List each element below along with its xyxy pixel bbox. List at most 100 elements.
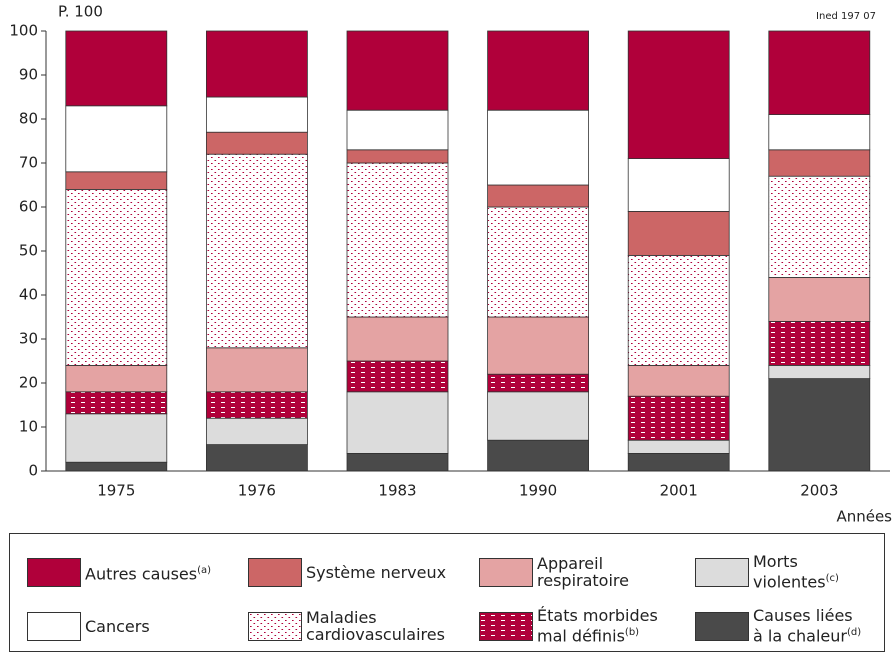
swatch [28,558,80,586]
bar-segment [627,158,730,212]
y-tick-label: 10 [19,418,38,436]
bar-segment [65,461,168,472]
bar-segment [768,378,871,472]
x-tick-label: 1975 [97,482,135,500]
bar-segment [627,364,730,397]
swatch [696,612,748,640]
bar-segment [627,452,730,472]
bar-segment [487,373,590,393]
swatch-fill [249,612,301,640]
y-tick-label: 30 [19,330,38,348]
bar-segment [205,391,308,419]
y-tick-label: 40 [19,286,38,304]
legend-swatch [479,557,533,587]
chart: P. 100 Ined 197 07 Années 0 10 20 30 40 50 60 7… [9,3,892,526]
legend-swatch [248,611,302,641]
legend-item: Cancers [27,609,150,643]
swatch-fill [249,558,301,586]
bar-segment [205,347,308,393]
bar-segment [346,316,449,362]
bar-segment [487,109,590,186]
legend-item: Maladies cardiovasculaires [248,609,445,643]
bar-segment [768,320,871,366]
swatch-fill [696,558,748,586]
bar-segment [65,364,168,393]
legend-item: Morts violentes(c) [695,553,839,591]
bar-segment [627,254,730,366]
legend-swatch [27,611,81,641]
bar-segment [487,30,590,111]
legend-label: Cancers [85,616,150,636]
legend-item: États morbides mal définis(b) [479,606,658,646]
bar-segment [487,316,590,375]
legend-swatch [695,557,749,587]
swatch-fill [480,612,532,640]
legend-item: Appareil respiratoire [479,555,629,589]
bar-segment [346,452,449,472]
legend-label: Maladies cardiovasculaires [306,608,445,644]
bar-segment [65,171,168,190]
bar-segment [768,30,871,115]
bar-segment [346,360,449,393]
legend-item: Système nerveux [248,555,446,589]
bar-segment [346,391,449,454]
bar-segment [65,30,168,107]
y-tick-label: 100 [9,22,38,40]
legend-label: Causes liées à la chaleur [753,606,853,646]
swatch [480,612,532,640]
legend-label: Système nerveux [306,562,447,582]
swatch-fill [28,612,80,640]
legend-note: (c) [825,573,839,585]
bar-segment [768,276,871,322]
swatch [249,612,301,640]
bar-segment [768,114,871,151]
bar-segment [768,149,871,177]
bar-segment [346,30,449,111]
legend-label: États morbides mal définis [537,606,658,646]
legend-item: Autres causes(a) [27,555,211,589]
legend-note: (d) [846,627,862,639]
bar-segment [205,153,308,349]
bar-segment [205,417,308,446]
bar-segment [487,439,590,472]
y-tick-label: 0 [28,462,38,480]
y-tick-label: 50 [19,242,38,260]
x-tick-label: 1976 [238,482,276,500]
bar-segment [346,149,449,164]
x-tick-label: 1983 [378,482,416,500]
bar-segment [768,364,871,379]
bar-segment [487,206,590,318]
bar-segment [346,162,449,318]
source: Ined 197 07 [816,11,876,22]
swatch [249,558,301,586]
legend-item: Causes liées à la chaleur(d) [695,606,862,646]
bar-segment [627,210,730,256]
y-tick-label: 20 [19,374,38,392]
bar-segment [346,109,449,151]
bar-segment [205,30,308,98]
y-tick-label: 90 [19,66,38,84]
swatch-fill [696,612,748,640]
swatch-fill [28,558,80,586]
legend: Causes liées à la chaleur(d) Morts violen… [9,533,885,652]
bar-segment [205,444,308,472]
x-tick-label: 2003 [800,482,838,500]
legend-note: (a) [197,564,212,576]
legend-label: Appareil respiratoire [537,554,629,590]
bar-segment [205,96,308,133]
bar-segment [487,391,590,441]
x-tick-label: 1990 [519,482,557,500]
legend-swatch [27,557,81,587]
x-axis-label: Années [836,508,892,526]
bar-segment [65,105,168,173]
bar-segment [627,30,730,159]
bar-segment [65,188,168,366]
y-tick-label: 70 [19,154,38,172]
swatch [480,558,532,586]
legend-swatch [248,557,302,587]
bar-segment [768,175,871,278]
y-axis-label: P. 100 [58,3,103,21]
legend-note: (b) [624,627,640,639]
bar-segment [627,395,730,441]
x-tick-label: 2001 [660,482,698,500]
